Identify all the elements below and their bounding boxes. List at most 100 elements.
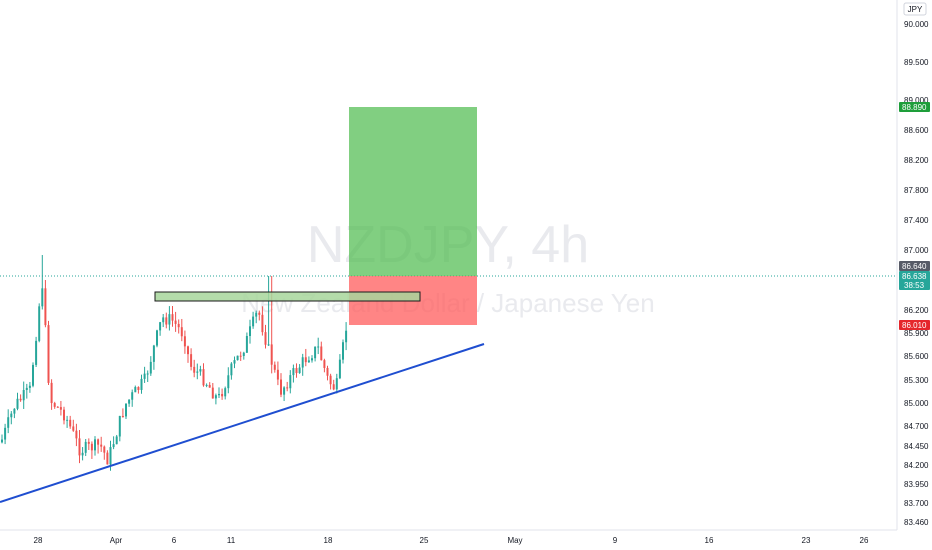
x-tick-label: 23 [802,536,811,545]
x-tick-label: May [507,536,522,545]
candle-body [159,322,162,331]
stop-price-tag-label: 86.010 [902,321,927,330]
candle-body [152,345,155,362]
x-tick-label: 28 [34,536,43,545]
candle-body [103,446,106,453]
candle-body [28,385,31,388]
candle-body [162,317,165,323]
candle-body [137,387,140,390]
candle-body [242,352,245,356]
y-tick-label: 86.200 [904,306,929,315]
candle-body [112,444,115,448]
candle-body [307,360,310,363]
candle-body [75,430,78,439]
candle-body [202,369,205,386]
candle-body [183,336,186,347]
y-tick-label: 83.950 [904,480,929,489]
candle-body [171,314,174,321]
candle-body [4,427,7,440]
candle-body [187,346,189,355]
candle-body [140,378,143,390]
candle-body [264,332,267,345]
x-tick-label: 26 [860,536,869,545]
candle-body [180,327,183,337]
candle-body [239,355,242,357]
y-tick-label: 85.300 [904,376,929,385]
candle-body [66,419,69,421]
price-tags: 88.890 86.640 86.638 38:53 86.010 [899,102,930,330]
candle-body [177,323,180,328]
candle-body [335,378,338,390]
candle-body [345,330,348,343]
candle-body [10,413,13,418]
candle-body [252,316,255,327]
last-price-tag [899,271,930,290]
candle-body [286,387,289,389]
candle-body [329,375,332,385]
candle-body [258,312,261,315]
candle-body [221,393,224,397]
candle-body [323,360,326,368]
y-tick-label: 85.600 [904,352,929,361]
candle-body [326,367,329,376]
x-tick-label: 16 [705,536,714,545]
candle-body [25,387,28,391]
candle-body [109,447,112,465]
candle-body [190,354,193,367]
entry-price-tag [899,261,930,271]
y-tick-label: 87.000 [904,246,929,255]
price-axis[interactable]: 90.000 89.500 89.000 88.600 88.200 87.80… [904,20,929,527]
y-tick-label: 83.700 [904,499,929,508]
candle-body [196,371,199,373]
candle-body [146,373,149,375]
candle-body [115,436,118,445]
y-tick-label: 85.900 [904,329,929,338]
candle-body [283,387,286,395]
candle-body [338,359,341,379]
candle-body [97,439,100,445]
y-tick-label: 84.700 [904,422,929,431]
candle-body [72,426,75,431]
candle-body [131,392,134,400]
y-tick-label: 88.200 [904,156,929,165]
candle-body [314,346,317,359]
y-tick-label: 83.460 [904,518,929,527]
candle-body [44,288,47,326]
target-price-tag [899,102,930,112]
currency-button[interactable] [903,2,927,16]
candle-body [214,395,217,399]
profit-zone[interactable] [349,107,477,276]
y-tick-label: 87.400 [904,216,929,225]
time-axis[interactable]: 28 Apr 6 11 18 25 May 9 16 23 26 [34,536,869,545]
y-tick-label: 89.500 [904,58,929,67]
candle-body [87,441,90,444]
candle-body [50,382,53,404]
y-tick-label: 90.000 [904,20,929,29]
y-tick-label: 89.000 [904,96,929,105]
candle-body [292,368,295,376]
ascending-trendline[interactable] [0,343,485,503]
candle-body [22,390,25,401]
candle-body [78,438,81,456]
candle-body [125,403,127,417]
candle-body [267,344,270,346]
candle-body [165,317,168,325]
candle-body [230,363,233,376]
candle-body [298,367,301,374]
candle-body [47,325,50,383]
candle-body [168,314,171,325]
candle-body [218,393,220,396]
candle-body [270,344,273,365]
target-price-tag-label: 88.890 [902,103,927,112]
candle-body [280,379,282,395]
x-tick-label: 9 [613,536,618,545]
candle-body [143,373,146,379]
candle-body [13,408,16,414]
candle-body [90,443,93,451]
resistance-zone[interactable] [154,291,421,302]
candle-body [16,398,19,409]
currency-label: JPY [908,5,923,14]
y-tick-label: 87.800 [904,186,929,195]
candle-body [100,444,103,447]
